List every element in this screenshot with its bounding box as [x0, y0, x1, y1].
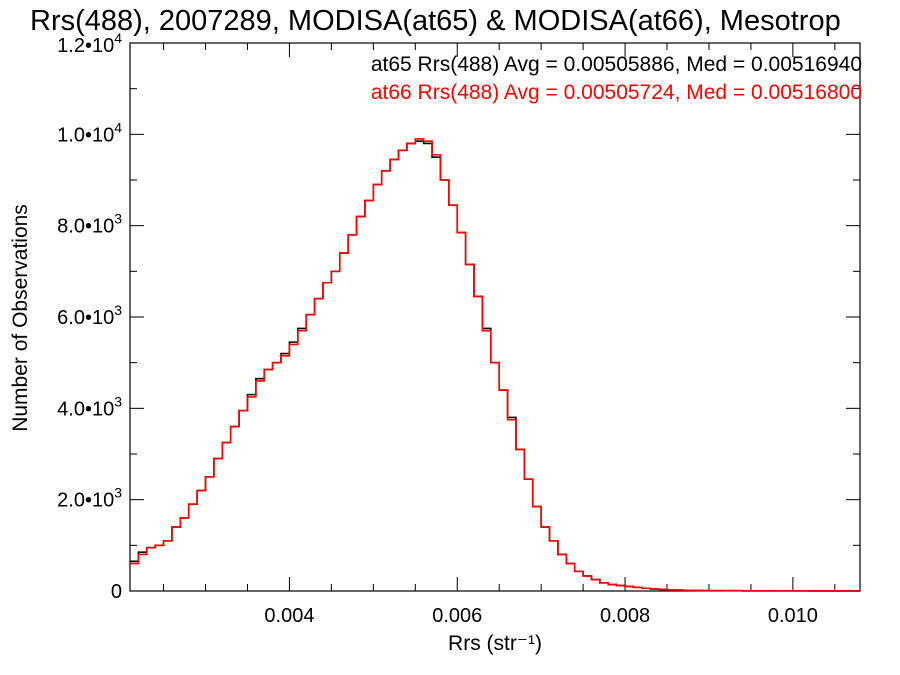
plot-frame [129, 42, 861, 592]
y-axis: 0 2.0•103 4.0•103 6.0•103 8.0•103 1.0•104 1.2•… [57, 30, 860, 603]
x-axis: 0.004 0.006 0.008 0.010 [163, 43, 836, 627]
y-tick-label: 1.2•104 [57, 30, 122, 57]
x-axis-label: Rrs (str⁻¹) [448, 632, 542, 655]
legend-entry-at65: at65 Rrs(488) Avg = 0.00505886, Med = 0.… [371, 53, 862, 76]
y-tick-label: 0 [111, 581, 122, 603]
x-tick-label: 0.006 [432, 605, 482, 627]
x-tick-label: 0.010 [768, 605, 818, 627]
y-tick-label: 4.0•103 [57, 393, 122, 420]
series-line-at66 [130, 138, 860, 592]
series-layer [130, 138, 860, 592]
y-tick-label: 6.0•103 [57, 302, 122, 329]
y-tick-label: 1.0•104 [57, 119, 122, 146]
x-tick-label: 0.008 [600, 605, 650, 627]
series-line-at65 [130, 140, 860, 592]
y-tick-label: 2.0•103 [57, 485, 122, 512]
y-axis-label: Number of Observations [9, 204, 32, 432]
x-tick-label: 0.004 [264, 605, 314, 627]
y-tick-label: 8.0•103 [57, 211, 122, 238]
legend-entry-at66: at66 Rrs(488) Avg = 0.00505724, Med = 0.… [371, 81, 862, 104]
chart-title: Rrs(488), 2007289, MODISA(at65) & MODISA… [30, 5, 841, 37]
